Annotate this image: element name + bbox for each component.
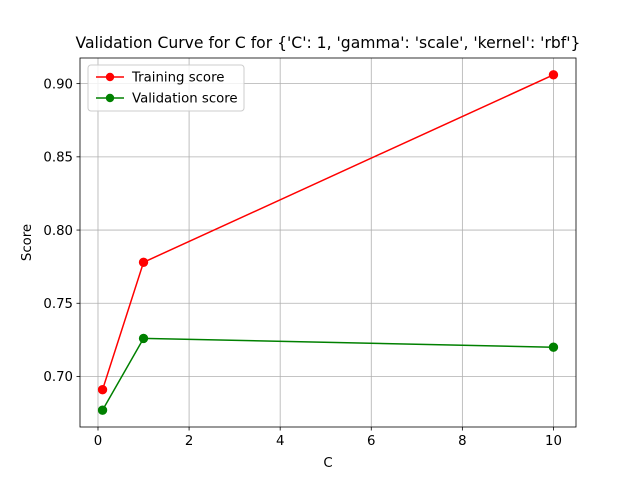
x-tick-label: 8 [458, 434, 466, 449]
grid [80, 58, 576, 427]
x-tick-label: 4 [276, 434, 284, 449]
validation-score-legend-label: Validation score [132, 92, 238, 107]
validation-score-point [548, 342, 559, 352]
series-layer [97, 70, 559, 415]
x-tick-label: 6 [367, 434, 375, 449]
legend-box [87, 64, 245, 112]
ticks: 0 2 4 6 8 10 0.70 0.75 0.80 0.85 0.90 [43, 77, 562, 449]
y-tick-label: 0.80 [43, 224, 73, 239]
validation-score-point [97, 405, 108, 415]
training-score-point [138, 257, 149, 267]
y-tick-label: 0.70 [43, 370, 73, 385]
x-axis-label: C [323, 456, 332, 471]
x-tick-label: 10 [545, 434, 562, 449]
chart-title: Validation Curve for C for {'C': 1, 'gam… [76, 34, 581, 52]
training-score-legend-marker [105, 72, 115, 82]
training-score-legend-label: Training score [131, 71, 224, 86]
validation-score-point [138, 333, 149, 344]
plot-frame [79, 57, 577, 428]
y-tick-label: 0.85 [43, 151, 73, 166]
y-axis-label: Score [20, 224, 35, 261]
y-tick-label: 0.75 [43, 297, 73, 312]
training-score-point [97, 384, 108, 395]
training-score-point [548, 70, 559, 80]
x-tick-label: 0 [94, 434, 102, 449]
legend: Training score Validation score [87, 64, 245, 112]
validation-score-legend-marker [105, 93, 115, 103]
x-tick-label: 2 [185, 434, 193, 449]
y-tick-label: 0.90 [43, 77, 73, 92]
